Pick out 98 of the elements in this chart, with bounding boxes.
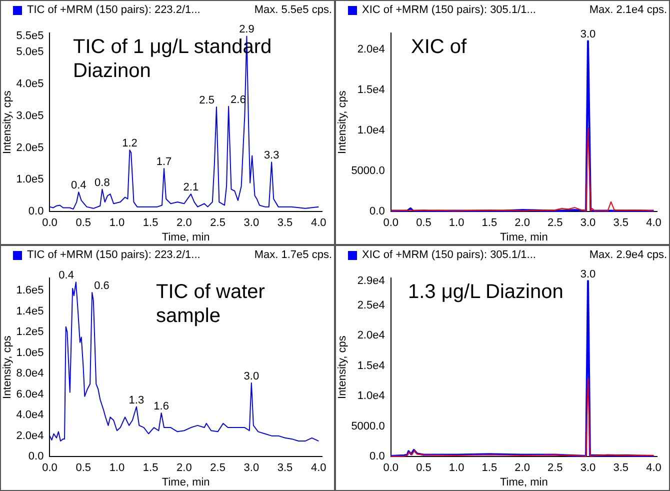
y-tick-label: 3.0e5: [16, 110, 44, 122]
annotation: 1.3: [128, 394, 144, 406]
x-tick-label: 2.5: [547, 462, 563, 474]
y-tick-label: 0.0: [370, 206, 385, 218]
x-axis-title: Time, min: [500, 231, 548, 244]
x-tick-label: 0.5: [416, 462, 432, 474]
y-tick-label: 2.0e4: [357, 330, 385, 342]
x-tick-label: 1.5: [482, 462, 498, 474]
x-tick-label: 0.0: [383, 217, 398, 230]
chart-subtitle: Max. 5.5e5 cps.: [254, 4, 332, 16]
y-axis-title: Intensity, cps: [2, 90, 14, 154]
y-tick-label: 8.0e4: [16, 368, 44, 380]
x-axis-title: Time, min: [162, 476, 210, 488]
x-tick-label: 2.0: [176, 217, 192, 230]
y-tick-label: 0.0: [28, 206, 44, 218]
x-tick-label: 3.5: [613, 462, 629, 474]
y-tick-label: 2.5e4: [357, 299, 385, 312]
annotation: 1.2: [122, 138, 138, 150]
y-axis-title: Intensity, cps: [2, 335, 14, 399]
annotation: 3.3: [264, 150, 280, 162]
x-tick-label: 0.5: [416, 217, 432, 230]
y-tick-label: 1.0e5: [16, 174, 44, 186]
x-tick-label: 2.0: [514, 217, 530, 230]
x-tick-label: 3.5: [277, 217, 293, 230]
x-tick-label: 4.0: [310, 462, 326, 474]
y-tick-label: 1.5e4: [357, 360, 385, 372]
y-tick-label: 5.0e5: [16, 46, 44, 58]
y-tick-label: 5000.0: [351, 165, 385, 178]
x-tick-label: 0.0: [42, 217, 58, 230]
annotation: 3.0: [580, 28, 596, 41]
x-tick-label: 4.0: [646, 217, 662, 230]
y-axis-title: Intensity, cps: [336, 90, 349, 154]
x-tick-label: 3.0: [244, 462, 260, 474]
annotation: 3.0: [244, 370, 260, 382]
annotation: 0.4: [58, 270, 74, 282]
y-tick-label: 2.0e4: [16, 430, 44, 442]
x-tick-label: 2.5: [210, 217, 226, 230]
x-tick-label: 3.5: [613, 217, 629, 230]
chart-title: XIC of +MRM (150 pairs): 305.1/1...: [362, 249, 536, 261]
x-tick-label: 0.0: [383, 462, 398, 474]
y-tick-label: 4.0e4: [16, 409, 44, 422]
x-axis-title: Time, min: [500, 476, 548, 488]
x-tick-label: 3.5: [277, 462, 293, 474]
x-tick-label: 3.0: [580, 462, 596, 474]
annotation: 3.0: [580, 268, 596, 281]
y-tick-label: 2.9e4: [357, 275, 385, 288]
y-tick-label: 0.0: [370, 450, 385, 463]
annotation: 0.4: [70, 180, 86, 192]
x-tick-label: 1.5: [482, 217, 498, 230]
x-tick-label: 3.0: [580, 217, 596, 230]
chart-subtitle: Max. 2.1e4 cps.: [589, 4, 667, 16]
y-tick-label: 5.5e5: [16, 30, 44, 42]
x-tick-label: 2.5: [210, 462, 226, 474]
chart-subtitle: Max. 1.7e5 cps.: [254, 249, 332, 261]
x-tick-label: 2.0: [514, 462, 530, 474]
x-tick-label: 1.0: [448, 462, 464, 474]
x-axis-title: Time, min: [162, 231, 210, 244]
x-tick-label: 2.5: [547, 217, 563, 230]
annotation: 0.6: [94, 280, 110, 292]
x-tick-label: 3.0: [244, 217, 260, 230]
x-tick-label: 1.0: [109, 217, 125, 230]
annotation: 1.6: [154, 400, 169, 413]
x-tick-label: 1.0: [109, 462, 125, 474]
x-tick-label: 1.5: [142, 217, 158, 230]
chart-title: TIC of +MRM (150 pairs): 223.2/1...: [27, 249, 200, 261]
x-tick-label: 0.5: [76, 462, 91, 474]
chart-title: XIC of +MRM (150 pairs): 305.1/1...: [362, 4, 536, 16]
x-tick-label: 0.0: [42, 462, 58, 474]
y-tick-label: 1.0e5: [16, 346, 44, 359]
annotation: 0.8: [94, 176, 110, 189]
y-tick-label: 1.4e5: [16, 305, 44, 318]
annotation: TIC of water sample: [156, 280, 266, 328]
annotation: 2.9: [239, 24, 254, 36]
y-tick-label: 2.0e5: [16, 142, 44, 154]
y-tick-label: 6.0e4: [16, 388, 44, 400]
y-tick-label: 1.5e4: [357, 84, 385, 96]
x-tick-label: 2.0: [176, 462, 192, 474]
y-tick-label: 5000.0: [351, 420, 385, 432]
y-tick-label: 2.0e4: [357, 43, 385, 56]
y-tick-label: 1.0e4: [357, 124, 385, 136]
chart-subtitle: Max. 2.9e4 cps.: [589, 249, 667, 261]
y-tick-label: 1.6e5: [16, 284, 44, 296]
annotation: XIC of: [411, 36, 467, 58]
annotation: 2.1: [183, 182, 199, 194]
annotation: 1.3 μg/L Diazinon: [408, 280, 564, 304]
y-tick-label: 0.0: [28, 450, 44, 463]
annotation: 2.5: [199, 94, 214, 107]
y-tick-label: 4.0e5: [16, 78, 44, 90]
chart-title: TIC of +MRM (150 pairs): 223.2/1...: [27, 4, 200, 16]
x-tick-label: 4.0: [310, 217, 326, 230]
x-tick-label: 0.5: [76, 217, 91, 230]
y-tick-label: 1.0e4: [357, 390, 385, 402]
x-tick-label: 1.0: [448, 217, 464, 230]
x-tick-label: 1.5: [142, 462, 158, 474]
y-axis-title: Intensity, cps: [336, 335, 349, 399]
annotation: 1.7: [156, 156, 172, 168]
x-tick-label: 4.0: [646, 462, 662, 474]
y-tick-label: 1.2e5: [16, 326, 44, 338]
